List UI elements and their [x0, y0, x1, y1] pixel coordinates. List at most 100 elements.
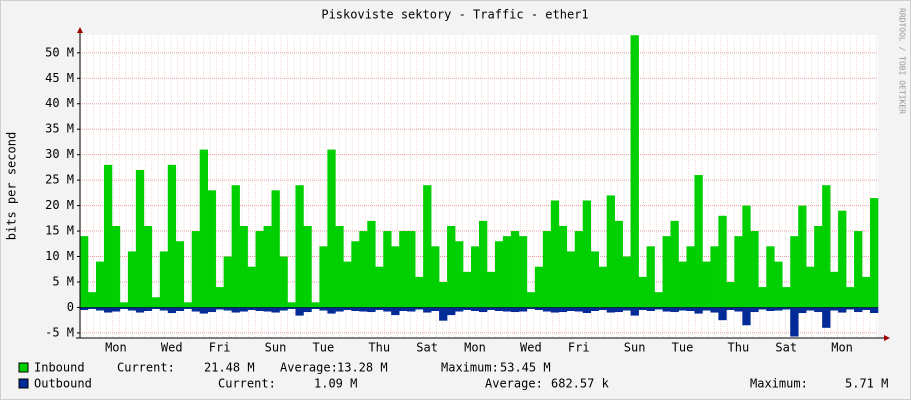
area-step [191, 307, 200, 312]
area-step [854, 307, 863, 313]
area-step [486, 271, 496, 308]
legend-stat-value: 21.48 M [204, 361, 255, 375]
y-tick-label: -5 M [45, 325, 74, 339]
legend-label: Inbound [34, 361, 85, 375]
area-step [846, 287, 855, 308]
area-step [526, 307, 536, 309]
chart-title: Piskoviste sektory - Traffic - ether1 [321, 8, 588, 22]
area-step [774, 261, 783, 308]
area-step [622, 307, 631, 311]
area-step [455, 307, 464, 312]
area-step [439, 281, 448, 308]
area-step [455, 241, 464, 308]
area-step [630, 35, 639, 308]
area-step [287, 307, 296, 309]
area-step [463, 271, 472, 308]
area-step [534, 266, 544, 308]
y-tick-label: 0 [67, 300, 74, 314]
area-step [742, 205, 751, 308]
area-step [383, 307, 392, 312]
area-step [175, 307, 185, 312]
area-step [566, 307, 576, 312]
area-step [295, 185, 304, 308]
x-tick-label: Thu [368, 341, 390, 355]
area-step [590, 307, 599, 312]
area-step [255, 307, 264, 312]
area-step [295, 307, 304, 316]
area-step [830, 271, 839, 308]
area-step [582, 307, 592, 314]
area-step [518, 236, 528, 308]
legend-stat-label: Average: [485, 377, 543, 391]
area-step [838, 307, 847, 313]
area-step [80, 236, 89, 308]
area-step [127, 307, 137, 311]
area-step [646, 307, 655, 312]
area-step [814, 225, 823, 308]
area-step [854, 231, 863, 308]
area-step [471, 307, 480, 312]
y-arrow [77, 27, 83, 33]
area-step [359, 307, 368, 312]
area-step [191, 231, 200, 308]
area-step [95, 307, 105, 311]
x-tick-label: Mon [464, 341, 486, 355]
watermark: RRDTOOL / TOBI OETIKER [898, 8, 907, 114]
area-step [694, 307, 703, 314]
area-step [486, 307, 496, 310]
area-step [542, 231, 552, 308]
area-step [399, 307, 408, 312]
y-tick-label: 10 M [45, 249, 74, 263]
area-step [766, 246, 775, 308]
area-step [231, 185, 240, 308]
area-step [558, 225, 568, 308]
area-step [319, 246, 328, 308]
area-step [207, 190, 216, 308]
area-step [447, 307, 456, 316]
x-tick-label: Sun [265, 341, 287, 355]
area-step [367, 220, 376, 308]
area-step [822, 185, 831, 308]
area-step [391, 307, 400, 316]
area-step [311, 307, 320, 309]
area-step [622, 256, 631, 308]
area-step [726, 307, 735, 310]
area-step [790, 307, 799, 337]
area-step [103, 164, 113, 308]
area-step [782, 307, 791, 310]
area-step [502, 236, 512, 308]
area-step [870, 307, 879, 313]
area-step [463, 307, 472, 310]
area-step [447, 225, 456, 308]
area-step [415, 276, 424, 308]
y-tick-label: 45 M [45, 71, 74, 85]
area-step [367, 307, 376, 313]
area-step [215, 287, 224, 308]
area-step [750, 307, 759, 313]
area-step [638, 276, 647, 308]
area-step [343, 307, 352, 310]
x-tick-label: Sat [775, 341, 797, 355]
y-tick-label: 35 M [45, 122, 74, 136]
area-step [279, 307, 288, 311]
legend-stat-label: Current: [117, 361, 175, 375]
area-step [766, 307, 775, 312]
legend-stat-label: Maximum: [750, 377, 808, 391]
x-tick-label: Tue [313, 341, 335, 355]
area-step [271, 307, 280, 313]
area-step [870, 198, 879, 308]
area-step [119, 307, 129, 309]
area-step [630, 307, 639, 316]
y-tick-label: 25 M [45, 173, 74, 187]
area-step [526, 292, 536, 308]
area-step [431, 307, 440, 312]
area-step [207, 307, 216, 313]
area-step [582, 200, 592, 308]
area-step [750, 231, 759, 308]
area-step [654, 292, 663, 308]
x-tick-label: Sun [624, 341, 646, 355]
area-step [678, 261, 687, 308]
area-step [726, 281, 735, 308]
area-step [143, 225, 153, 308]
